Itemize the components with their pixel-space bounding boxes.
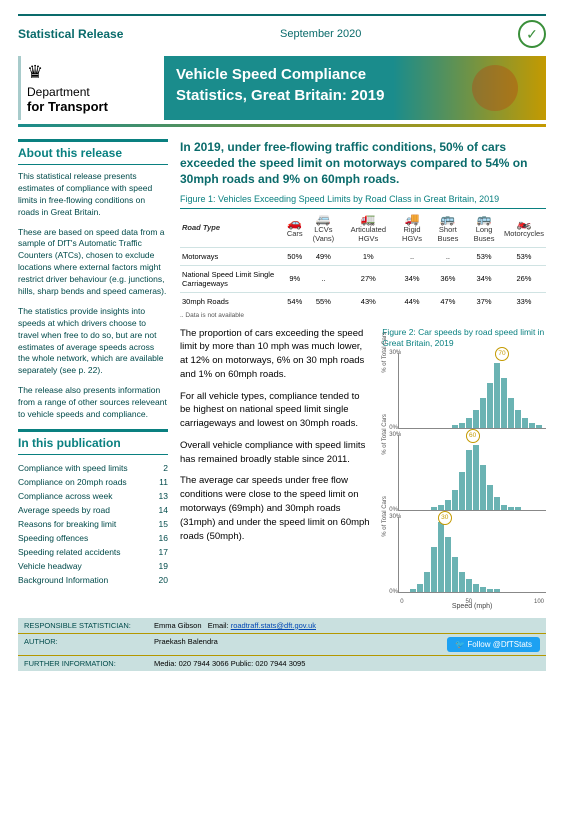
national-statistics-logo: ✓ — [518, 20, 546, 48]
release-date: September 2020 — [280, 28, 361, 40]
col-header: 🚗Cars — [285, 208, 305, 247]
figure2-title: Figure 2: Car speeds by road speed limit… — [382, 327, 546, 349]
toc-item[interactable]: Compliance on 20mph roads11 — [18, 475, 168, 489]
about-paragraph: This statistical release presents estima… — [18, 171, 168, 219]
col-header: 🚛Articulated HGVs — [342, 208, 394, 247]
toc-item[interactable]: Speeding offences16 — [18, 531, 168, 545]
col-header: 🚐LCVs (Vans) — [305, 208, 342, 247]
dept-name-1: Department — [27, 85, 156, 99]
toc-item[interactable]: Compliance across week13 — [18, 489, 168, 503]
figure2-block: Figure 2: Car speeds by road speed limit… — [382, 327, 546, 610]
department-block: ♛ Department for Transport — [18, 56, 164, 120]
twitter-follow[interactable]: 🐦 Follow @DfTStats — [447, 637, 540, 652]
document-title: Vehicle Speed Compliance Statistics, Gre… — [164, 56, 546, 120]
table-row: Motorways50%49%1%....53%53% — [180, 247, 546, 265]
footer-row: FURTHER INFORMATION:Media: 020 7944 3066… — [18, 656, 546, 671]
body-text: The proportion of cars exceeding the spe… — [180, 327, 372, 610]
title-line-1: Vehicle Speed Compliance — [176, 64, 534, 85]
toc-item[interactable]: Compliance with speed limits2 — [18, 461, 168, 475]
about-heading: About this release — [18, 139, 168, 165]
speed-limit-marker: 70 — [495, 347, 509, 361]
body-paragraph: Overall vehicle compliance with speed li… — [180, 439, 372, 467]
mini-chart: % of Total Cars0%30%60 — [398, 435, 546, 511]
title-banner: ♛ Department for Transport Vehicle Speed… — [18, 56, 546, 120]
sidebar: About this release This statistical rele… — [18, 139, 168, 610]
top-bar: Statistical Release September 2020 ✓ — [18, 14, 546, 48]
col-header: 🚌Long Buses — [466, 208, 502, 247]
toc-item[interactable]: Vehicle headway19 — [18, 559, 168, 573]
footer-row: AUTHOR:Praekash Balendra🐦 Follow @DfTSta… — [18, 634, 546, 656]
body-paragraph: The proportion of cars exceeding the spe… — [180, 327, 372, 382]
speed-limit-marker: 30 — [438, 511, 452, 525]
body-paragraph: The average car speeds under free flow c… — [180, 474, 372, 543]
footer-row: RESPONSIBLE STATISTICIAN:Emma Gibson Ema… — [18, 618, 546, 634]
about-paragraph: The release also presents information fr… — [18, 385, 168, 421]
col-roadtype: Road Type — [180, 208, 285, 247]
toc-heading: In this publication — [18, 429, 168, 455]
toc-list: Compliance with speed limits2Compliance … — [18, 461, 168, 587]
about-paragraph: These are based on speed data from a sam… — [18, 227, 168, 298]
mini-chart: % of Total Cars0%30%30 — [398, 517, 546, 593]
col-header: 🚚Rigid HGVs — [394, 208, 429, 247]
col-header: 🏍️Motorcycles — [502, 208, 546, 247]
toc-item[interactable]: Reasons for breaking limit15 — [18, 517, 168, 531]
about-paragraph: The statistics provide insights into spe… — [18, 306, 168, 377]
footer: RESPONSIBLE STATISTICIAN:Emma Gibson Ema… — [18, 618, 546, 671]
title-line-2: Statistics, Great Britain: 2019 — [176, 85, 534, 106]
col-header: 🚌Short Buses — [430, 208, 467, 247]
banner-rule — [18, 124, 546, 127]
main-column: In 2019, under free-flowing traffic cond… — [180, 139, 546, 610]
body-paragraph: For all vehicle types, compliance tended… — [180, 390, 372, 431]
figure1-note: .. Data is not available — [180, 312, 546, 319]
dept-name-2: for Transport — [27, 99, 156, 114]
toc-item[interactable]: Speeding related accidents17 — [18, 545, 168, 559]
table-row: National Speed Limit Single Carriageways… — [180, 265, 546, 292]
toc-item[interactable]: Average speeds by road14 — [18, 503, 168, 517]
mini-chart: % of Total Cars0%30%70 — [398, 353, 546, 429]
crown-icon: ♛ — [27, 62, 156, 83]
figure2-xaxis: Speed (mph) — [398, 603, 546, 610]
figure1-title: Figure 1: Vehicles Exceeding Speed Limit… — [180, 194, 546, 204]
table-row: 30mph Roads54%55%43%44%47%37%33% — [180, 292, 546, 310]
speed-limit-marker: 60 — [466, 429, 480, 443]
email-link[interactable]: roadtraff.stats@dft.gov.uk — [231, 621, 316, 630]
toc-item[interactable]: Background Information20 — [18, 573, 168, 587]
release-type: Statistical Release — [18, 27, 123, 41]
lede-text: In 2019, under free-flowing traffic cond… — [180, 139, 546, 188]
figure1-table: Road Type🚗Cars🚐LCVs (Vans)🚛Articulated H… — [180, 208, 546, 310]
